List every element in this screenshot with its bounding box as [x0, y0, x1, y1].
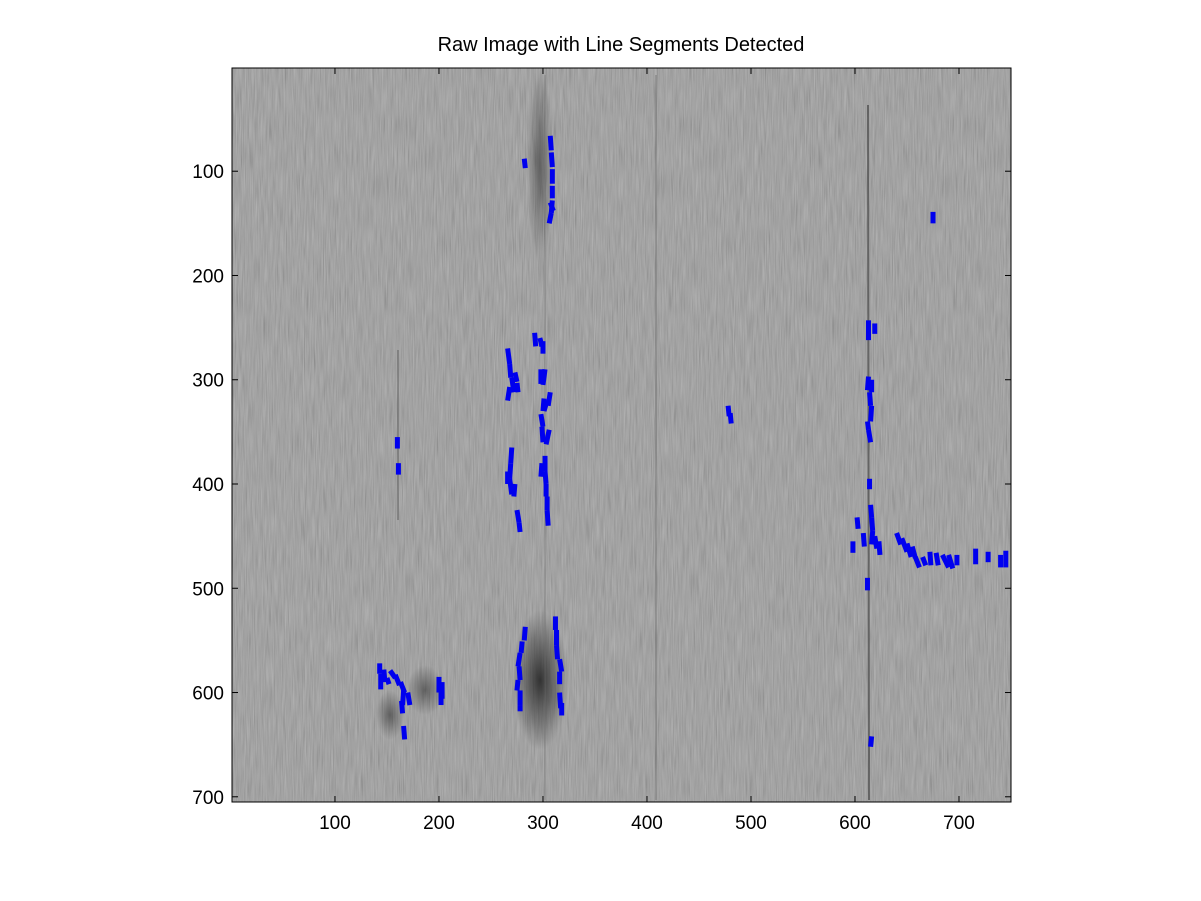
line-segment [521, 158, 528, 169]
line-segment [381, 669, 388, 683]
x-tick-label: 400 [631, 813, 663, 834]
line-segment [933, 552, 941, 566]
y-tick-label: 200 [192, 266, 224, 287]
line-segment [514, 679, 521, 691]
line-segment [544, 509, 551, 526]
x-tick-label: 100 [319, 813, 351, 834]
line-segment [505, 386, 513, 401]
line-segment [405, 692, 413, 706]
line-segment [512, 371, 520, 383]
raw-image [232, 68, 1011, 802]
line-segment [547, 135, 554, 151]
line-segment [538, 462, 545, 477]
line-segment [541, 399, 550, 412]
line-segment [516, 666, 523, 681]
line-segment [869, 530, 876, 545]
y-axis: 100 200 300 400 500 600 700 [192, 162, 1011, 809]
line-segment [854, 517, 861, 530]
line-segment [894, 532, 904, 546]
line-segment [920, 556, 929, 567]
line-segment [864, 376, 872, 391]
plot-area: 100 200 300 400 500 600 700 100 200 300 400 500 600… [192, 67, 1012, 834]
line-segment [912, 556, 922, 569]
line-segment [866, 429, 874, 443]
line-segment [868, 504, 875, 518]
line-segment [554, 645, 561, 660]
line-segment [869, 517, 876, 532]
y-tick-label: 400 [192, 475, 224, 496]
line-segment [946, 554, 956, 570]
x-tick-label: 700 [943, 813, 975, 834]
line-segments [377, 135, 1009, 747]
line-segment [872, 535, 880, 550]
line-segment [521, 626, 528, 641]
line-segment [511, 483, 518, 497]
line-segment [557, 658, 565, 673]
y-tick-label: 100 [192, 162, 224, 183]
line-segment [899, 537, 910, 553]
line-segment [514, 509, 522, 523]
x-axis: 100 200 300 400 500 600 700 [319, 68, 975, 834]
line-segment [904, 542, 914, 558]
axes-box [231, 67, 1012, 803]
line-segment [509, 377, 517, 393]
line-segment [515, 652, 523, 667]
line-segment [543, 429, 552, 445]
y-tick-label: 300 [192, 371, 224, 392]
line-segment [909, 545, 918, 559]
x-tick-label: 500 [735, 813, 767, 834]
line-segment [547, 201, 556, 212]
line-segment [548, 152, 555, 168]
line-segment [864, 421, 871, 431]
line-segment [542, 471, 549, 485]
y-tick-label: 700 [192, 788, 224, 809]
line-segment [401, 725, 408, 740]
chart-title: Raw Image with Line Segments Detected [438, 34, 805, 56]
line-segment [927, 551, 934, 566]
line-segment [505, 348, 513, 365]
line-segment [868, 405, 875, 422]
line-segment [868, 736, 875, 747]
line-segment [546, 212, 554, 224]
line-segment [727, 412, 734, 424]
x-tick-label: 200 [423, 813, 455, 834]
line-segment [508, 447, 515, 464]
line-segment [539, 426, 546, 443]
line-segment [538, 413, 546, 428]
x-tick-label: 600 [839, 813, 871, 834]
line-segment [867, 392, 874, 406]
y-tick-label: 500 [192, 579, 224, 600]
line-segment [516, 522, 523, 533]
line-segment [399, 700, 406, 714]
line-segment [384, 677, 392, 685]
line-segment [518, 641, 525, 654]
line-segment [940, 553, 951, 569]
line-segment [507, 478, 515, 495]
x-tick-label: 300 [527, 813, 559, 834]
line-segment [876, 541, 883, 556]
line-segment [507, 363, 514, 378]
line-segment [532, 332, 539, 347]
line-segment [514, 382, 521, 393]
y-tick-label: 600 [192, 684, 224, 705]
line-segment [860, 532, 867, 547]
